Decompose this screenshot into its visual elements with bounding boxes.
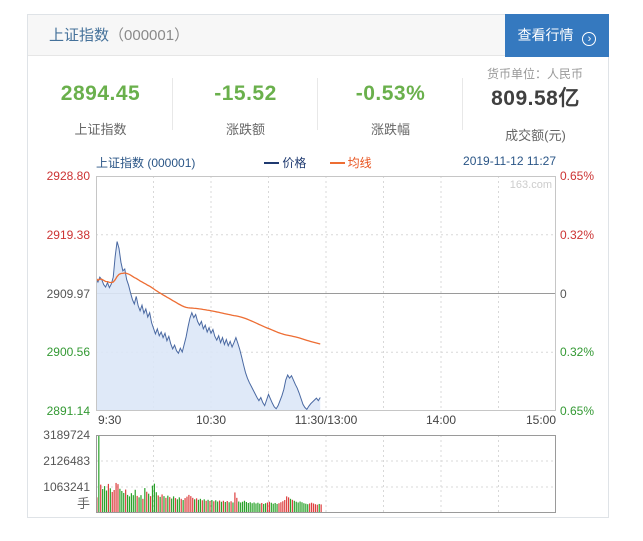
percent-axis-tick: 0.32% — [560, 227, 595, 242]
volume-chart-plot — [96, 435, 556, 513]
legend-average: 均线 — [329, 156, 372, 170]
turnover-value: 809.58亿 — [491, 87, 580, 110]
time-axis-tick: 15:00 — [525, 413, 556, 427]
index-value-label: 上证指数 — [74, 122, 127, 137]
stat-turnover: 809.58亿 成交额(元) — [463, 56, 608, 151]
percent-axis-tick: 0 — [560, 286, 567, 301]
view-quotes-button[interactable]: 查看行情 › — [505, 14, 609, 57]
price-axis-tick: 2900.56 — [46, 345, 90, 360]
stat-change-amount: -15.52 涨跌额 — [173, 56, 318, 151]
price-chart-plot — [96, 176, 556, 411]
volume-axis-tick: 2126483 — [43, 454, 90, 468]
change-percent-label: 涨跌幅 — [370, 122, 410, 137]
chart-title: 上证指数 (000001) — [96, 156, 196, 170]
average-line — [96, 272, 321, 345]
chart-datetime: 2019-11-12 11:27 — [463, 154, 556, 168]
site-watermark: 163.com — [509, 179, 552, 191]
stat-divider — [172, 78, 173, 130]
time-axis-tick: 10:30 — [195, 413, 227, 427]
legend-price: 价格 — [264, 156, 306, 170]
turnover-label: 成交额(元) — [505, 128, 566, 143]
card-title: 上证指数（000001） — [49, 15, 189, 56]
time-axis-tick: 14:00 — [425, 413, 457, 427]
volume-bars — [96, 435, 322, 513]
percent-axis-tick: 0.65% — [560, 169, 595, 183]
volume-axis-tick: 1063241 — [43, 480, 90, 494]
price-axis-tick: 2891.14 — [46, 404, 90, 418]
price-axis-tick: 2909.97 — [46, 286, 90, 301]
price-axis-tick: 2919.38 — [46, 227, 90, 242]
index-name: 上证指数 — [49, 27, 110, 44]
chart-legend: 价格 均线 — [28, 154, 608, 171]
price-line — [96, 241, 321, 411]
time-axis-tick: 9:30 — [98, 413, 122, 427]
percent-axis-tick: 0.32% — [560, 345, 595, 360]
stat-divider — [462, 78, 463, 130]
stat-index-value: 2894.45 上证指数 — [28, 56, 173, 151]
index-quote-card: 上证指数（000001） 查看行情 › 货币单位：人民币 2894.45 上证指… — [27, 14, 609, 518]
change-percent: -0.53% — [355, 82, 426, 105]
volume-unit-label: 手 — [76, 496, 90, 511]
time-axis-tick: 11:30/13:00 — [294, 413, 358, 427]
intraday-chart: 上证指数 (000001) 价格 均线 2019-11-12 11:27 163… — [28, 151, 608, 519]
chevron-right-circle-icon: › — [582, 32, 597, 46]
card-header: 上证指数（000001） 查看行情 › — [28, 14, 609, 57]
price-area — [96, 241, 321, 411]
stat-change-percent: -0.53% 涨跌幅 — [318, 56, 463, 151]
average-line-swatch — [329, 162, 345, 164]
price-line-swatch — [264, 162, 280, 164]
change-amount: -15.52 — [214, 82, 277, 105]
stats-row: 货币单位：人民币 2894.45 上证指数 -15.52 涨跌额 -0.53% … — [28, 56, 608, 151]
index-value: 2894.45 — [60, 82, 141, 105]
view-quotes-label: 查看行情 — [517, 27, 574, 43]
percent-axis-tick: 0.65% — [560, 404, 595, 418]
volume-axis-tick: 3189724 — [43, 428, 90, 442]
index-code: （000001） — [109, 27, 190, 44]
currency-note: 货币单位：人民币 — [486, 67, 583, 81]
stat-divider — [317, 78, 318, 130]
price-axis-tick: 2928.80 — [46, 169, 90, 183]
change-amount-label: 涨跌额 — [225, 122, 265, 137]
